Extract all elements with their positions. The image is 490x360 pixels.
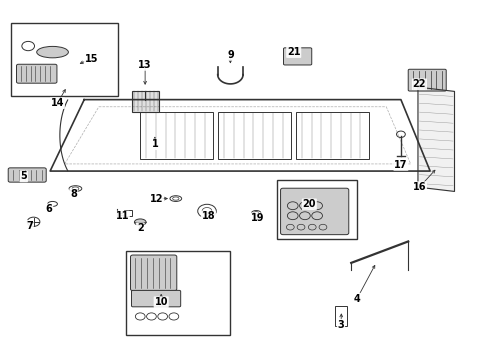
Text: 15: 15 [85, 54, 98, 64]
Bar [124, 210, 132, 216]
Text: 8: 8 [70, 189, 77, 199]
Ellipse shape [134, 219, 146, 225]
Text: 12: 12 [149, 194, 163, 203]
Bar [218, 112, 291, 158]
Bar [132, 91, 159, 112]
Text: 20: 20 [302, 199, 316, 209]
Bar [277, 180, 357, 239]
Text: 7: 7 [26, 221, 33, 231]
Text: 14: 14 [50, 98, 64, 108]
Text: 5: 5 [21, 171, 27, 181]
Bar [140, 112, 213, 158]
FancyBboxPatch shape [130, 255, 177, 291]
FancyBboxPatch shape [8, 168, 46, 182]
Text: 1: 1 [151, 139, 158, 149]
Bar [335, 306, 347, 327]
Text: 4: 4 [354, 294, 361, 303]
Text: 11: 11 [116, 211, 129, 221]
Text: 13: 13 [138, 60, 152, 70]
Text: 6: 6 [46, 204, 52, 214]
FancyBboxPatch shape [408, 69, 446, 91]
Polygon shape [418, 87, 455, 192]
FancyBboxPatch shape [131, 291, 181, 307]
FancyBboxPatch shape [17, 64, 57, 83]
Text: 22: 22 [413, 79, 426, 89]
Text: 2: 2 [137, 223, 144, 233]
Text: 19: 19 [251, 213, 265, 223]
Bar [296, 112, 369, 158]
Ellipse shape [37, 46, 69, 58]
Text: 17: 17 [394, 160, 408, 170]
Text: 21: 21 [287, 47, 300, 57]
FancyBboxPatch shape [284, 48, 312, 65]
Bar [125, 251, 230, 336]
Text: 3: 3 [338, 320, 344, 330]
FancyBboxPatch shape [281, 188, 349, 235]
Text: 16: 16 [413, 182, 426, 192]
Text: 18: 18 [202, 211, 215, 221]
Text: 10: 10 [154, 297, 168, 307]
Bar [11, 23, 118, 96]
Text: 9: 9 [227, 50, 234, 60]
